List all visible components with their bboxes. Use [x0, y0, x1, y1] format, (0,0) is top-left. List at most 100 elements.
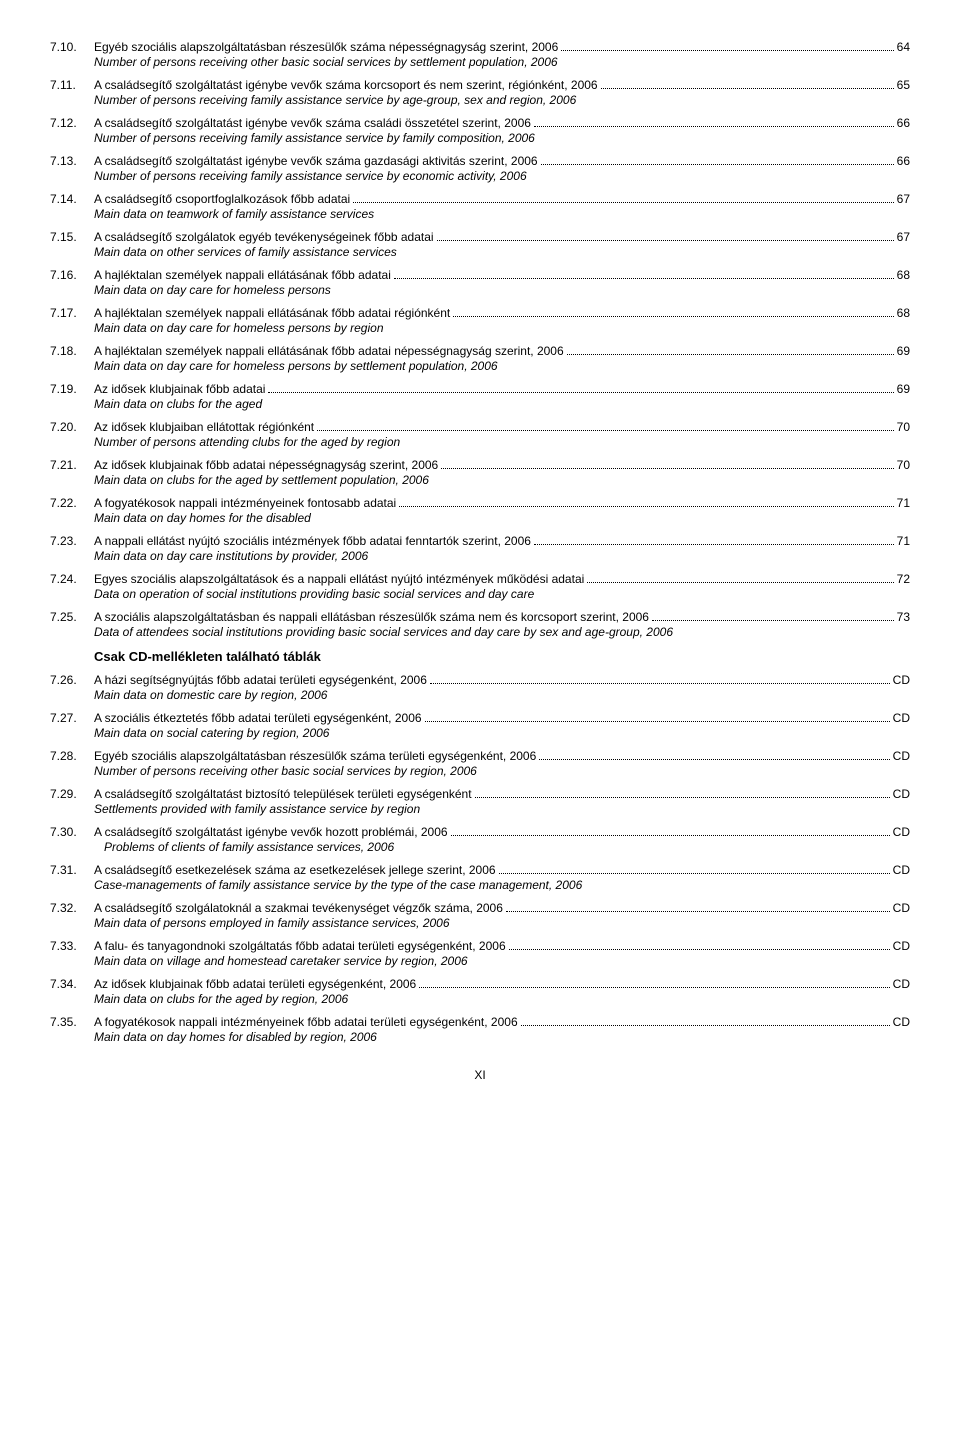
toc-line: 7.12.A családsegítő szolgáltatást igényb…: [50, 116, 910, 130]
leader-dots: [506, 911, 890, 912]
toc-number: 7.29.: [50, 787, 94, 801]
toc-title-hu: A fogyatékosok nappali intézményeinek fo…: [94, 496, 396, 510]
toc-line: 7.27.A szociális étkeztetés főbb adatai …: [50, 711, 910, 725]
leader-dots: [534, 544, 894, 545]
toc-number: 7.22.: [50, 496, 94, 510]
toc-title-en: Settlements provided with family assista…: [94, 802, 910, 816]
toc-entry: 7.19.Az idősek klubjainak főbb adatai69M…: [50, 382, 910, 411]
toc-title-hu: Az idősek klubjainak főbb adatai népessé…: [94, 458, 438, 472]
toc-title-hu: A családsegítő szolgálatok egyéb tevéken…: [94, 230, 434, 244]
toc-entry: 7.28.Egyéb szociális alapszolgáltatásban…: [50, 749, 910, 778]
toc-entry: 7.30.A családsegítő szolgáltatást igényb…: [50, 825, 910, 854]
leader-dots: [539, 759, 889, 760]
toc-line: 7.33.A falu- és tanyagondnoki szolgáltat…: [50, 939, 910, 953]
toc-title-en: Main data on day care for homeless perso…: [94, 283, 910, 297]
toc-page: 70: [897, 420, 910, 434]
toc-line: 7.23.A nappali ellátást nyújtó szociális…: [50, 534, 910, 548]
toc-title-hu: Egyéb szociális alapszolgáltatásban rész…: [94, 749, 536, 763]
toc-number: 7.24.: [50, 572, 94, 586]
toc-title-hu: A fogyatékosok nappali intézményeinek fő…: [94, 1015, 518, 1029]
leader-dots: [499, 873, 890, 874]
toc-line: 7.31.A családsegítő esetkezelések száma …: [50, 863, 910, 877]
toc-title-hu: A családsegítő csoportfoglalkozások főbb…: [94, 192, 350, 206]
toc-number: 7.17.: [50, 306, 94, 320]
toc-page: 67: [897, 230, 910, 244]
toc-number: 7.18.: [50, 344, 94, 358]
toc-title-hu: A családsegítő szolgálatoknál a szakmai …: [94, 901, 503, 915]
toc-number: 7.10.: [50, 40, 94, 54]
toc-page: CD: [893, 787, 910, 801]
toc-title-en: Main data on clubs for the aged by settl…: [94, 473, 910, 487]
toc-title-hu: A szociális étkeztetés főbb adatai terül…: [94, 711, 422, 725]
toc-title-hu: A falu- és tanyagondnoki szolgáltatás fő…: [94, 939, 506, 953]
toc-page: 68: [897, 306, 910, 320]
toc-line: 7.13.A családsegítő szolgáltatást igényb…: [50, 154, 910, 168]
toc-title-hu: A családsegítő szolgáltatást igénybe vev…: [94, 154, 538, 168]
toc-line: 7.28.Egyéb szociális alapszolgáltatásban…: [50, 749, 910, 763]
toc-line: 7.14.A családsegítő csoportfoglalkozások…: [50, 192, 910, 206]
toc-entry: 7.17.A hajléktalan személyek nappali ell…: [50, 306, 910, 335]
toc-page: 69: [897, 344, 910, 358]
toc-line: 7.35.A fogyatékosok nappali intézményein…: [50, 1015, 910, 1029]
toc-title-en: Number of persons receiving family assis…: [94, 131, 910, 145]
toc-title-en: Problems of clients of family assistance…: [104, 840, 910, 854]
toc-line: 7.16.A hajléktalan személyek nappali ell…: [50, 268, 910, 282]
toc-title-hu: Egyéb szociális alapszolgáltatásban rész…: [94, 40, 558, 54]
leader-dots: [394, 278, 894, 279]
toc-title-en: Main data on clubs for the aged by regio…: [94, 992, 910, 1006]
toc-line: 7.25.A szociális alapszolgáltatásban és …: [50, 610, 910, 624]
toc-page: CD: [893, 939, 910, 953]
toc-title-en: Case-managements of family assistance se…: [94, 878, 910, 892]
toc-number: 7.19.: [50, 382, 94, 396]
toc-page: 70: [897, 458, 910, 472]
toc-number: 7.32.: [50, 901, 94, 915]
leader-dots: [534, 126, 894, 127]
toc-number: 7.14.: [50, 192, 94, 206]
toc-title-hu: A hajléktalan személyek nappali ellátásá…: [94, 306, 450, 320]
toc-number: 7.16.: [50, 268, 94, 282]
toc-page: 73: [897, 610, 910, 624]
leader-dots: [587, 582, 893, 583]
toc-title-hu: Az idősek klubjainak főbb adatai terület…: [94, 977, 416, 991]
toc-title-hu: A nappali ellátást nyújtó szociális inté…: [94, 534, 531, 548]
toc-title-en: Number of persons receiving family assis…: [94, 169, 910, 183]
leader-dots: [268, 392, 893, 393]
toc-title-en: Main data on domestic care by region, 20…: [94, 688, 910, 702]
toc-title-en: Data on operation of social institutions…: [94, 587, 910, 601]
toc-entry: 7.35.A fogyatékosok nappali intézményein…: [50, 1015, 910, 1044]
toc-title-en: Main data on clubs for the aged: [94, 397, 910, 411]
toc-page: CD: [893, 1015, 910, 1029]
toc-title-en: Main data on social catering by region, …: [94, 726, 910, 740]
toc-title-hu: A családsegítő szolgáltatást igénybe vev…: [94, 78, 598, 92]
toc-entry: 7.10.Egyéb szociális alapszolgáltatásban…: [50, 40, 910, 69]
toc-number: 7.12.: [50, 116, 94, 130]
toc-number: 7.23.: [50, 534, 94, 548]
toc-entry: 7.20.Az idősek klubjaiban ellátottak rég…: [50, 420, 910, 449]
toc-title-en: Main data on day homes for the disabled: [94, 511, 910, 525]
toc-entry: 7.34.Az idősek klubjainak főbb adatai te…: [50, 977, 910, 1006]
leader-dots: [317, 430, 894, 431]
toc-entry: 7.12.A családsegítő szolgáltatást igényb…: [50, 116, 910, 145]
toc-number: 7.28.: [50, 749, 94, 763]
toc-page: CD: [893, 863, 910, 877]
toc-entry: 7.29.A családsegítő szolgáltatást biztos…: [50, 787, 910, 816]
toc-entry: 7.23.A nappali ellátást nyújtó szociális…: [50, 534, 910, 563]
toc-title-hu: Egyes szociális alapszolgáltatások és a …: [94, 572, 584, 586]
leader-dots: [430, 683, 890, 684]
toc-number: 7.25.: [50, 610, 94, 624]
toc-page: 71: [897, 496, 910, 510]
toc-entry: 7.15.A családsegítő szolgálatok egyéb te…: [50, 230, 910, 259]
toc-number: 7.30.: [50, 825, 94, 839]
leader-dots: [451, 835, 890, 836]
toc-number: 7.26.: [50, 673, 94, 687]
toc-page: 64: [897, 40, 910, 54]
toc-page: 67: [897, 192, 910, 206]
toc-page: CD: [893, 749, 910, 763]
toc-line: 7.24.Egyes szociális alapszolgáltatások …: [50, 572, 910, 586]
toc-line: 7.18.A hajléktalan személyek nappali ell…: [50, 344, 910, 358]
toc-line: 7.22.A fogyatékosok nappali intézményein…: [50, 496, 910, 510]
toc-title-en: Main data on teamwork of family assistan…: [94, 207, 910, 221]
toc-title-en: Number of persons receiving other basic …: [94, 764, 910, 778]
toc-title-hu: Az idősek klubjaiban ellátottak régiónké…: [94, 420, 314, 434]
toc-page: CD: [893, 901, 910, 915]
